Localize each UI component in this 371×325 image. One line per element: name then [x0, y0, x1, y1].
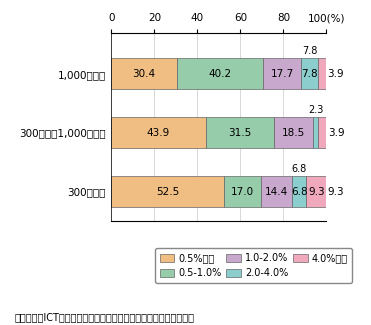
Text: 7.8: 7.8: [301, 69, 318, 79]
Text: 18.5: 18.5: [282, 128, 305, 138]
Text: 6.8: 6.8: [292, 164, 307, 174]
Text: 40.2: 40.2: [209, 69, 232, 79]
Bar: [111, 117, 206, 148]
Text: 43.9: 43.9: [147, 128, 170, 138]
Text: 3.9: 3.9: [328, 69, 344, 79]
Text: 9.3: 9.3: [308, 187, 325, 197]
Bar: [292, 176, 306, 207]
Bar: [306, 176, 326, 207]
Text: 7.8: 7.8: [302, 46, 317, 56]
Bar: [261, 176, 292, 207]
Bar: [313, 117, 318, 148]
Bar: [111, 176, 224, 207]
Text: 52.5: 52.5: [156, 187, 180, 197]
Text: 3.9: 3.9: [328, 128, 344, 138]
Bar: [177, 58, 263, 89]
Text: 14.4: 14.4: [265, 187, 288, 197]
Text: 17.7: 17.7: [270, 69, 294, 79]
Bar: [318, 117, 327, 148]
Text: 6.8: 6.8: [291, 187, 308, 197]
Text: （出典）『ICT産業の国際競争力とイノベーションに関する調査』: （出典）『ICT産業の国際競争力とイノベーションに関する調査』: [15, 312, 195, 322]
Bar: [301, 58, 318, 89]
Text: 2.3: 2.3: [308, 105, 324, 115]
Text: 31.5: 31.5: [228, 128, 251, 138]
Bar: [206, 117, 273, 148]
Legend: 0.5%未満, 0.5-1.0%, 1.0-2.0%, 2.0-4.0%, 4.0%以上: 0.5%未満, 0.5-1.0%, 1.0-2.0%, 2.0-4.0%, 4.…: [155, 249, 352, 283]
Bar: [224, 176, 261, 207]
Bar: [263, 58, 301, 89]
Text: 17.0: 17.0: [231, 187, 254, 197]
Bar: [273, 117, 313, 148]
Text: 30.4: 30.4: [132, 69, 155, 79]
Bar: [111, 58, 177, 89]
Bar: [318, 58, 326, 89]
Text: 9.3: 9.3: [328, 187, 344, 197]
